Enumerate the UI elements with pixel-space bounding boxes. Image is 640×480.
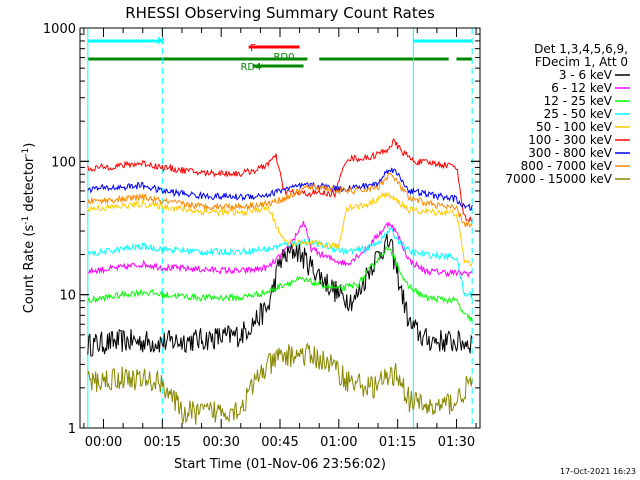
y-tick-label: 1000: [43, 22, 76, 37]
x-tick-label: 00:00: [85, 435, 122, 450]
y-label-part-3: ): [22, 143, 37, 148]
x-tick-label: 00:30: [202, 435, 239, 450]
x-tick-label: 01:30: [438, 435, 475, 450]
footer-date: 17-Oct-2021 16:23: [560, 467, 636, 476]
y-axis-ticks: 1 10 100 1000: [43, 22, 480, 437]
series-line-5: [87, 191, 473, 268]
legend-entry-7: 300 - 800 keV: [528, 146, 612, 160]
y-axis-label: Count Rate (s-1 detector-1): [21, 143, 37, 314]
series-line-8: [87, 172, 473, 228]
x-tick-label: 00:45: [261, 435, 298, 450]
series-line-4: [87, 225, 473, 299]
series-line-2: [87, 220, 473, 279]
x-tick-label: 01:00: [320, 435, 357, 450]
data-series: [87, 138, 473, 425]
y-tick-label: 1: [68, 422, 76, 437]
series-line-3: [87, 244, 473, 322]
flag-label-rd4: RD4: [240, 62, 261, 73]
legend-entry-6: 100 - 300 keV: [528, 133, 612, 147]
x-axis-label: Start Time (01-Nov-06 23:56:02): [174, 457, 386, 472]
series-line-6: [87, 138, 473, 222]
legend-entry-4: 25 - 50 keV: [544, 107, 613, 121]
y-tick-label: 10: [59, 289, 76, 304]
y-label-part-1: Count Rate (s: [22, 225, 37, 314]
flag-label-n: N: [157, 36, 164, 47]
x-tick-label: 00:15: [144, 435, 181, 450]
y-label-sup-1: -1: [21, 216, 31, 225]
vertical-markers: [87, 28, 473, 428]
y-label-sup-2: -1: [21, 148, 31, 157]
y-label-part-2: detector: [22, 156, 37, 216]
legend-entry-3: 12 - 25 keV: [544, 94, 613, 108]
series-line-7: [87, 167, 473, 211]
legend: Det 1,3,4,5,6,9, FDecim 1, Att 0 3 - 6 k…: [505, 42, 630, 186]
flag-bars: N F RD0 RD4: [87, 36, 473, 73]
legend-entry-2: 6 - 12 keV: [551, 81, 613, 95]
flag-label-rd0: RD0: [273, 52, 294, 63]
x-axis-ticks: 00:00 00:15 00:30 00:45 01:00 01:15 01:30: [83, 28, 477, 450]
legend-entry-9: 7000 - 15000 keV: [505, 172, 612, 186]
series-line-9: [87, 342, 473, 425]
flag-label-f: F: [250, 43, 256, 54]
x-tick-label: 01:15: [379, 435, 416, 450]
legend-entry-8: 800 - 7000 keV: [521, 159, 613, 173]
legend-header-line-1: Det 1,3,4,5,6,9,: [534, 42, 628, 56]
chart-title: RHESSI Observing Summary Count Rates: [125, 4, 435, 22]
legend-entry-1: 3 - 6 keV: [559, 68, 613, 82]
legend-header-line-2: FDecim 1, Att 0: [535, 55, 628, 69]
legend-entry-5: 50 - 100 keV: [536, 120, 613, 134]
y-tick-label: 100: [51, 155, 76, 170]
